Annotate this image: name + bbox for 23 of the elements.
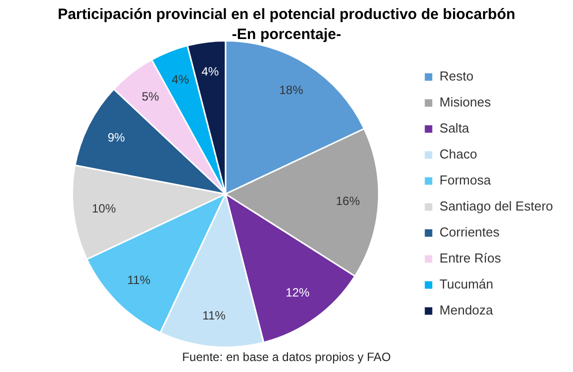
data-label: 11% — [202, 308, 226, 322]
source-note: Fuente: en base a datos propios y FAO — [181, 350, 392, 364]
data-label: 5% — [142, 89, 160, 104]
legend-label: Tucumán — [440, 276, 494, 292]
legend-label: Entre Ríos — [440, 250, 502, 266]
legend-label: Mendoza — [440, 302, 494, 318]
legend-label: Corrientes — [440, 224, 500, 240]
data-label: 4% — [201, 64, 220, 79]
data-label: 10% — [92, 202, 116, 216]
data-label: 9% — [108, 130, 126, 145]
data-label: 4% — [172, 72, 190, 86]
data-label: 18% — [279, 82, 304, 97]
data-label: 11% — [127, 273, 151, 288]
legend-label: Santiago del Estero — [440, 198, 554, 214]
legend-label: Formosa — [440, 172, 492, 188]
data-label: 12% — [286, 286, 310, 300]
chart-title: Participación provincial en el potencial productivo de biocarbón — [56, 6, 516, 23]
legend-label: Misiones — [440, 94, 492, 110]
legend-label: Resto — [440, 68, 474, 84]
legend-label: Salta — [440, 120, 470, 136]
legend-label: Chaco — [440, 146, 478, 162]
data-label: 16% — [336, 194, 360, 208]
chart-subtitle: -En porcentaje- — [230, 26, 342, 43]
